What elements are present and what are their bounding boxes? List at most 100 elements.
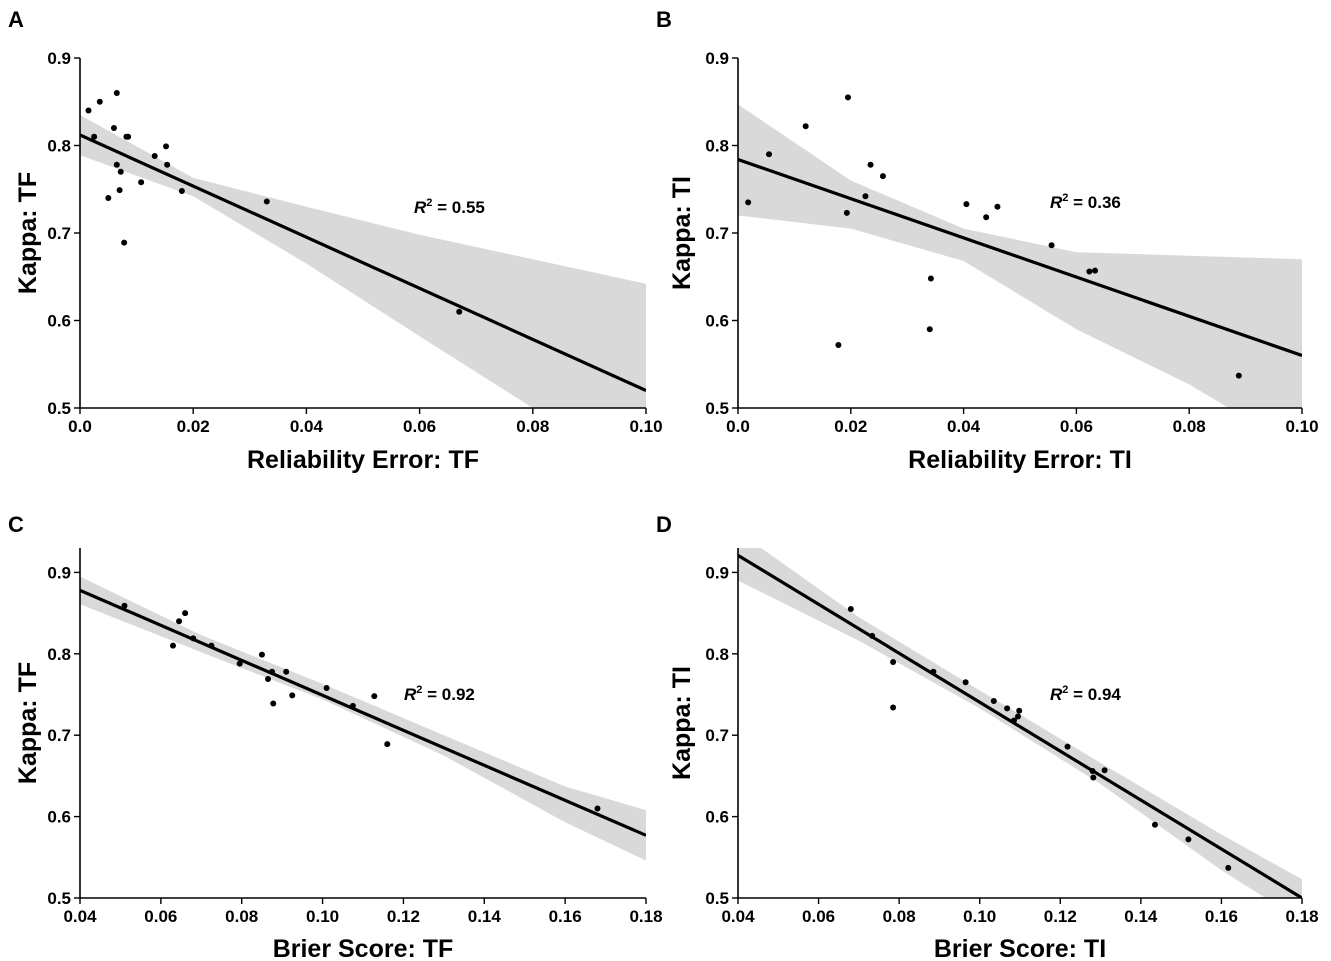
- data-point: [349, 702, 356, 709]
- data-point: [164, 161, 171, 168]
- x-tick-label: 0.08: [516, 417, 549, 436]
- x-axis-title-c: Brier Score: TF: [273, 935, 454, 961]
- x-tick-label: 0.16: [1205, 907, 1238, 926]
- y-tick-label: 0.9: [705, 563, 729, 582]
- data-point: [121, 239, 128, 246]
- data-point: [1016, 707, 1023, 714]
- data-point: [983, 214, 990, 221]
- x-tick-label: 0.06: [403, 417, 436, 436]
- data-point: [283, 668, 290, 675]
- x-tick-label: 0.12: [1044, 907, 1077, 926]
- x-tick-label: 0.10: [963, 907, 996, 926]
- y-tick-label: 0.5: [47, 399, 71, 418]
- data-point: [879, 173, 886, 180]
- data-point: [1235, 372, 1242, 379]
- regression-line-b: [738, 157, 1302, 358]
- data-point: [1151, 821, 1158, 828]
- x-tick-label: 0.06: [144, 907, 177, 926]
- y-tick-label: 0.9: [705, 49, 729, 68]
- x-tick-label: 0.18: [1285, 907, 1318, 926]
- data-point: [1086, 268, 1093, 275]
- data-point: [384, 741, 391, 748]
- panel-letter-d: D: [656, 512, 672, 537]
- data-point: [847, 606, 854, 613]
- x-tick-label: 0.02: [834, 417, 867, 436]
- y-tick-label: 0.5: [47, 889, 71, 908]
- x-axis-title-a: Reliability Error: TF: [247, 446, 479, 474]
- y-tick-label: 0.7: [47, 726, 71, 745]
- data-point: [862, 193, 869, 200]
- y-tick-label: 0.8: [47, 137, 71, 156]
- data-point: [371, 693, 378, 700]
- data-point: [178, 188, 185, 194]
- data-point: [125, 133, 132, 140]
- data-point: [930, 668, 937, 675]
- x-tick-label: 0.0: [68, 417, 92, 436]
- data-point: [745, 199, 752, 206]
- panel-letter-b: B: [656, 7, 672, 32]
- x-tick-label: 0.04: [947, 417, 981, 436]
- y-tick-label: 0.6: [47, 808, 71, 827]
- data-point: [867, 161, 874, 168]
- data-point: [843, 209, 850, 216]
- r-squared-label-b: R2 = 0.36: [1050, 192, 1121, 212]
- data-point: [163, 143, 170, 150]
- data-point: [182, 610, 189, 617]
- r-squared-label-a: R2 = 0.55: [414, 197, 485, 217]
- data-point: [85, 107, 92, 114]
- y-axis-title-a: Kappa: TF: [14, 172, 42, 294]
- data-point: [926, 326, 933, 333]
- data-point: [91, 133, 98, 140]
- data-point: [890, 658, 897, 665]
- data-point: [113, 161, 120, 168]
- x-tick-label: 0.04: [721, 907, 755, 926]
- data-point: [1225, 864, 1232, 871]
- data-point: [176, 618, 183, 625]
- data-point: [802, 123, 809, 130]
- y-tick-label: 0.5: [705, 399, 729, 418]
- data-point: [456, 308, 463, 315]
- data-point: [1090, 774, 1097, 781]
- data-point: [869, 632, 876, 639]
- y-tick-label: 0.6: [705, 808, 729, 827]
- y-axis-title-d: Kappa: TI: [668, 666, 696, 780]
- panel-letter-c: C: [8, 512, 24, 537]
- regression-line-d: [738, 553, 1302, 898]
- data-point: [835, 342, 842, 348]
- x-tick-label: 0.0: [726, 417, 750, 436]
- y-axis-title-b: Kappa: TI: [668, 176, 696, 290]
- data-point: [110, 125, 117, 131]
- data-point: [289, 692, 296, 699]
- data-point: [963, 201, 970, 208]
- data-point: [270, 700, 277, 707]
- data-point: [766, 151, 773, 158]
- regression-line-c: [80, 588, 646, 837]
- data-point: [1004, 705, 1011, 712]
- data-point: [113, 90, 120, 96]
- x-tick-label: 0.08: [225, 907, 258, 926]
- data-point: [890, 704, 897, 711]
- x-tick-label: 0.18: [629, 907, 662, 926]
- r-squared-label-d: R2 = 0.94: [1050, 684, 1121, 704]
- y-tick-label: 0.7: [47, 224, 71, 243]
- y-tick-label: 0.5: [705, 889, 729, 908]
- data-point: [138, 179, 145, 186]
- x-tick-label: 0.04: [63, 907, 97, 926]
- data-point: [844, 94, 851, 101]
- y-tick-label: 0.8: [705, 137, 729, 156]
- x-tick-label: 0.12: [387, 907, 420, 926]
- x-tick-label: 0.08: [1173, 417, 1206, 436]
- data-point: [1101, 767, 1108, 774]
- y-tick-label: 0.9: [47, 49, 71, 68]
- x-tick-label: 0.08: [883, 907, 916, 926]
- data-point: [1089, 768, 1096, 775]
- data-point: [169, 642, 176, 649]
- x-tick-label: 0.14: [468, 907, 502, 926]
- data-point: [994, 203, 1001, 210]
- y-tick-label: 0.8: [47, 645, 71, 664]
- x-tick-label: 0.02: [177, 417, 210, 436]
- data-point: [96, 98, 103, 105]
- panel-c: 0.04 0.06 0.08 0.10 0.12 0.14 0.16 0.18 0.5 0.6 0.…: [8, 512, 663, 961]
- data-point: [117, 168, 124, 175]
- y-tick-label: 0.9: [47, 563, 71, 582]
